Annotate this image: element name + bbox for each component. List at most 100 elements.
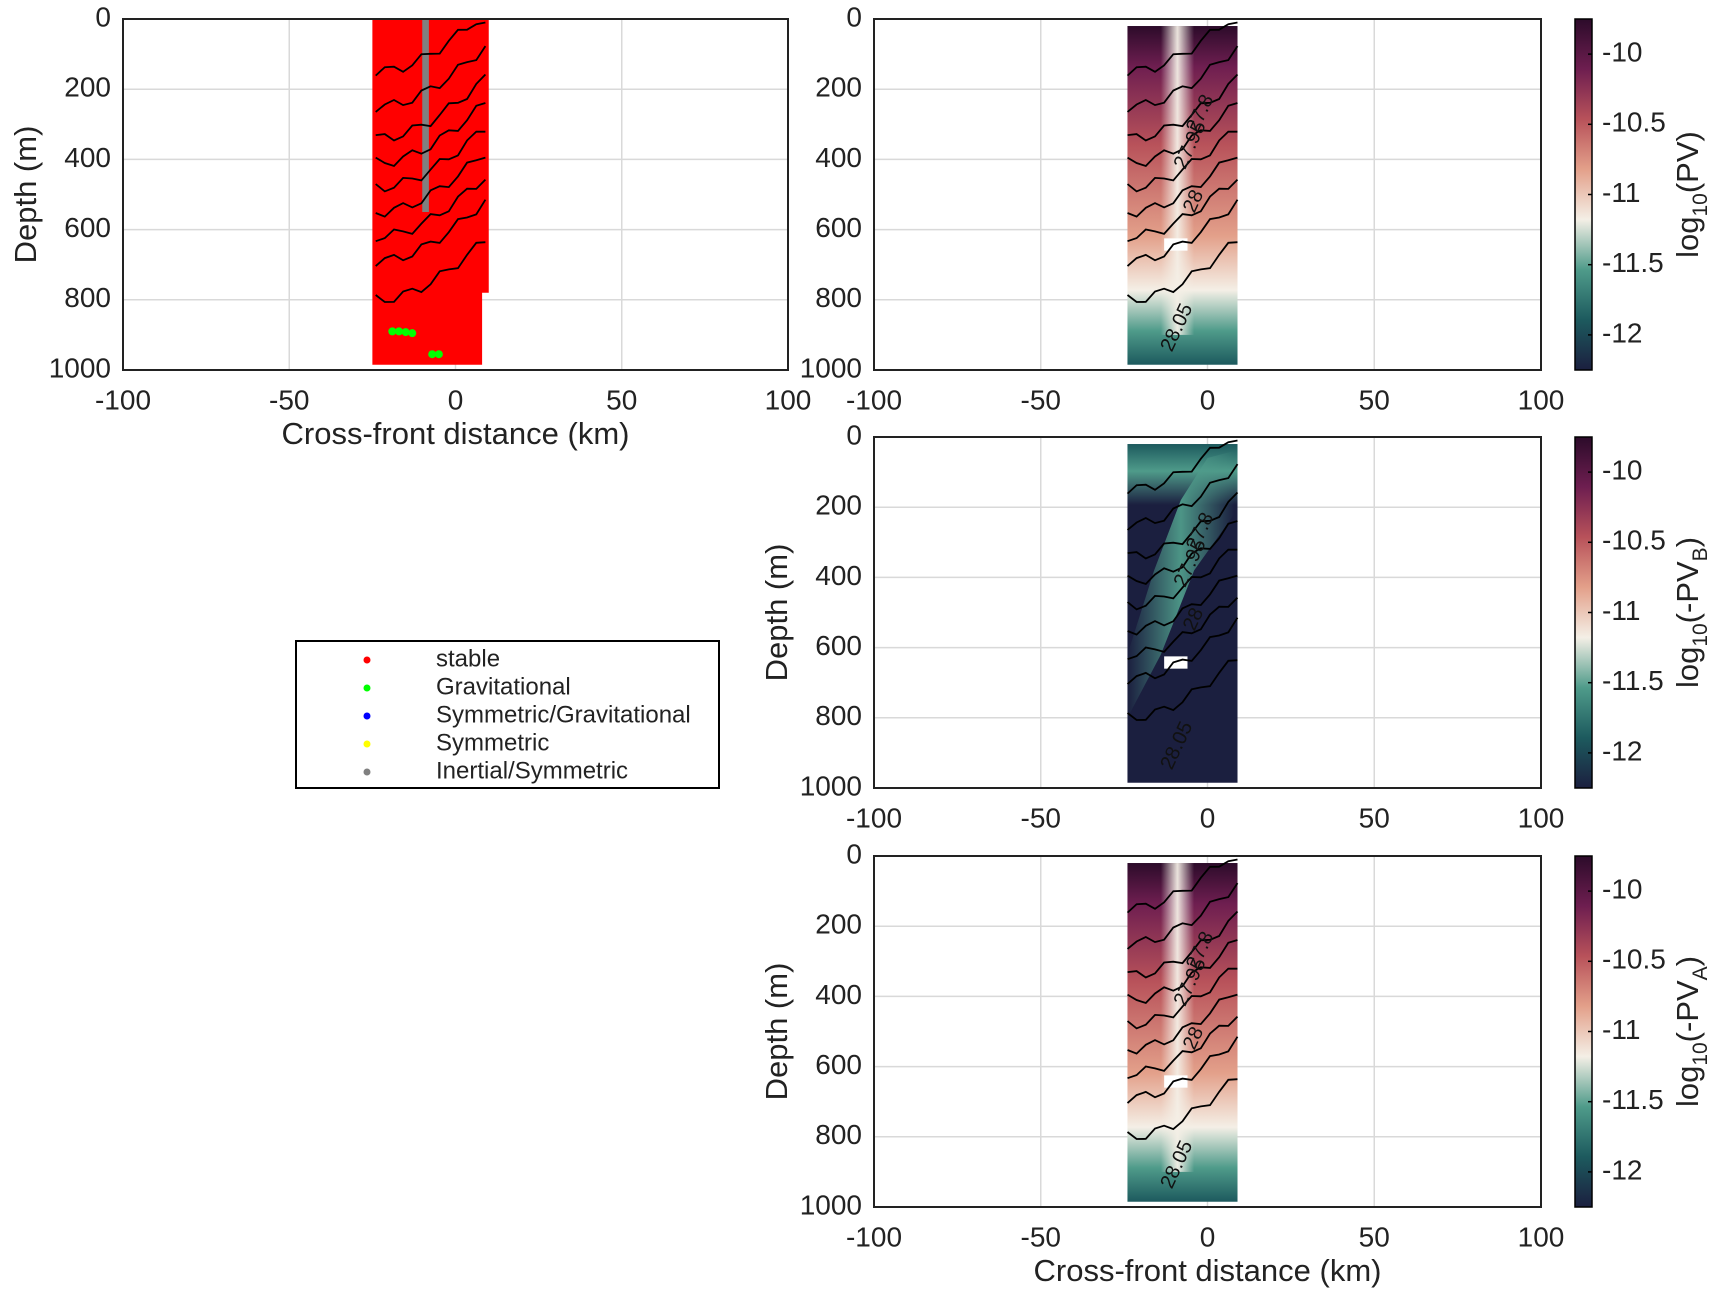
contour-line — [1127, 574, 1238, 636]
colorbar-label-part: log — [1670, 647, 1705, 688]
colorbar-label-part: (-PV — [1670, 980, 1705, 1042]
y-tick-label: 800 — [815, 282, 862, 313]
colorbar-tick-label: -10.5 — [1602, 107, 1666, 138]
y-tick-label: 800 — [815, 1119, 862, 1150]
contour-line — [375, 178, 487, 243]
y-tick-label: 800 — [815, 700, 862, 731]
contour-line — [375, 21, 486, 77]
colorbar-tick-label: -12 — [1602, 1154, 1642, 1185]
x-tick-label: -50 — [1021, 802, 1061, 833]
x-tick-label: -100 — [846, 802, 902, 833]
y-tick-label: 0 — [846, 1, 862, 32]
colorbar-label-part: 10 — [1689, 623, 1712, 646]
x-tick-label: 0 — [1200, 1221, 1216, 1252]
contour-line — [1126, 241, 1238, 303]
panel: -100 -50 0 50 1000200400600800100027.827.952… — [800, 1, 1712, 415]
x-tick-label: 0 — [1200, 802, 1216, 833]
y-tick-label: 1000 — [49, 352, 111, 383]
contour-line — [375, 102, 486, 168]
colorbar-label-part: ) — [1670, 537, 1705, 547]
plot-area — [372, 19, 489, 365]
contour-line — [1126, 45, 1239, 113]
contour-line — [1127, 178, 1239, 243]
legend-label: stable — [436, 645, 500, 672]
colorbar-label-part: log — [1670, 216, 1705, 257]
y-tick-label: 800 — [64, 282, 111, 313]
contour-line — [1126, 858, 1238, 914]
y-tick-label: 600 — [815, 630, 862, 661]
contour-line — [375, 45, 487, 113]
colorbar-tick-label: -11.5 — [1602, 1084, 1664, 1115]
legend-marker — [363, 768, 371, 776]
y-tick-label: 200 — [815, 72, 862, 103]
point — [428, 350, 437, 359]
x-tick-label: -100 — [846, 384, 902, 415]
contour-line — [1127, 939, 1238, 1005]
legend-marker — [363, 684, 371, 692]
y-tick-label: 200 — [815, 490, 862, 521]
colorbar-label-part: ) — [1670, 956, 1705, 966]
x-tick-label: -50 — [269, 384, 309, 415]
colorbar-tick-label: -12 — [1602, 317, 1642, 348]
y-tick-label: 0 — [846, 419, 862, 450]
contour-line — [1126, 21, 1238, 77]
point — [401, 328, 410, 337]
y-tick-label: 1000 — [800, 1189, 862, 1220]
legend-marker — [363, 712, 371, 720]
contour-line — [1126, 439, 1238, 495]
colorbar-tick-label: -11 — [1602, 177, 1640, 208]
x-tick-label: -100 — [95, 384, 151, 415]
x-tick-label: 100 — [1518, 1221, 1565, 1252]
colorbar-label-part: B — [1689, 547, 1712, 561]
x-tick-label: -50 — [1021, 1221, 1061, 1252]
y-tick-label: 200 — [64, 72, 111, 103]
contour-line — [1127, 910, 1239, 979]
contour-line — [375, 156, 486, 218]
y-tick-label: 0 — [846, 838, 862, 869]
contour-line — [1127, 993, 1238, 1055]
axes-box — [873, 18, 1542, 371]
contour-line — [1127, 596, 1239, 661]
colorbar-tick-label: -11 — [1602, 1014, 1640, 1045]
x-tick-label: 100 — [1518, 384, 1565, 415]
colorbar-tick-label: -11 — [1602, 595, 1640, 626]
y-tick-label: 400 — [815, 142, 862, 173]
contour-line — [375, 199, 487, 267]
x-tick-label: 100 — [1518, 802, 1565, 833]
contour-line — [375, 241, 486, 303]
colorbar-label: log10(-PVB) — [1670, 537, 1712, 688]
contour-line — [1127, 520, 1238, 586]
contour-line — [375, 73, 487, 142]
panel: -100 -50 0 50 1000200400600800100027.827.952… — [759, 838, 1712, 1288]
colorbar-tick-label: -10 — [1602, 873, 1642, 904]
axes-box — [122, 18, 789, 371]
legend-marker — [363, 740, 371, 748]
panel: -100 -50 0 50 1000200400600800100027.827.952… — [759, 419, 1712, 833]
colorbar-label-part: 10 — [1689, 1042, 1712, 1065]
x-axis-label: Cross-front distance (km) — [282, 416, 630, 451]
colorbar-label: log10(PV) — [1670, 131, 1712, 258]
contour-line — [1127, 491, 1239, 560]
x-tick-label: 50 — [1359, 384, 1390, 415]
y-tick-label: 600 — [64, 212, 111, 243]
point — [408, 329, 417, 338]
y-axis-label: Depth (m) — [759, 544, 794, 682]
x-tick-label: 100 — [765, 384, 812, 415]
x-tick-label: -50 — [1021, 384, 1061, 415]
legend-label: Gravitational — [436, 673, 571, 700]
contour-line — [1126, 1036, 1239, 1104]
colorbar-label-part: log — [1670, 1066, 1705, 1107]
legend-label: Symmetric/Gravitational — [436, 701, 691, 728]
point — [434, 350, 443, 359]
contour-line — [1127, 1015, 1239, 1080]
y-tick-label: 200 — [815, 909, 862, 940]
y-tick-label: 400 — [815, 560, 862, 591]
colorbar-tick-label: -10 — [1602, 36, 1642, 67]
region — [422, 19, 429, 213]
contour-line — [1127, 156, 1238, 218]
point — [394, 327, 403, 336]
contour-line — [1126, 199, 1239, 267]
contour-line — [1127, 73, 1239, 142]
